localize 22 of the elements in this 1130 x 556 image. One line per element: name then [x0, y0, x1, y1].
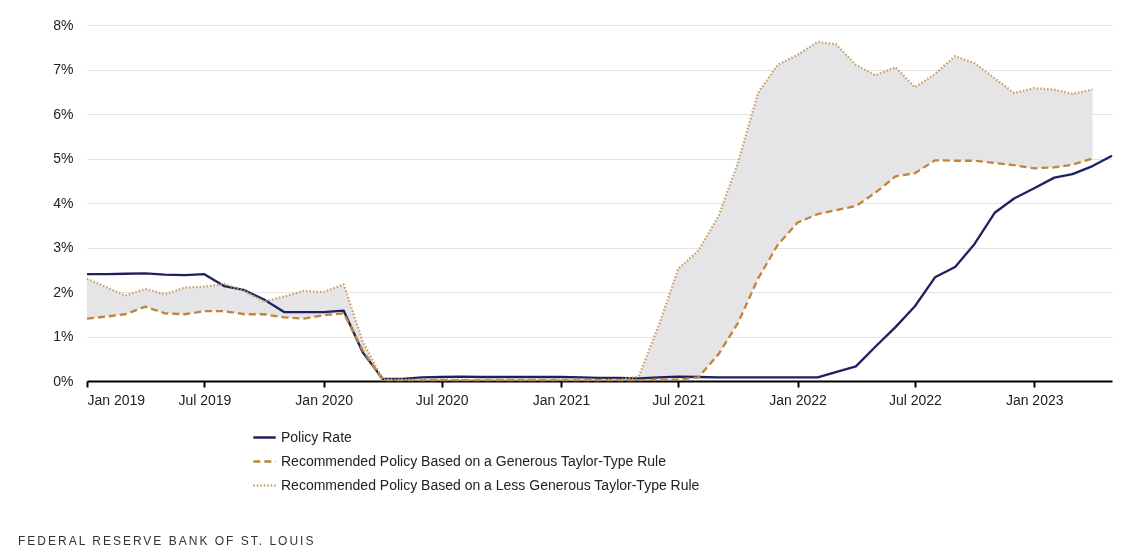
legend-label: Recommended Policy Based on a Less Generous Taylor-Type Rule: [281, 476, 700, 493]
y-tick-label: 3%: [53, 239, 74, 255]
x-tick-label: Jul 2021: [652, 391, 706, 408]
x-tick-label: Jan 2021: [532, 391, 591, 408]
y-tick-label: 2%: [53, 283, 74, 300]
legend-label: Policy Rate: [281, 428, 353, 445]
x-tick-label: Jan 2019: [87, 391, 146, 408]
y-tick-label: 4%: [53, 194, 74, 211]
x-tick-label: Jul 2019: [178, 391, 232, 408]
x-tick-label: Jan 2022: [769, 391, 828, 408]
legend-label: Recommended Policy Based on a Generous Taylor-Type Rule: [281, 452, 667, 469]
y-tick-label: 6%: [53, 105, 74, 122]
y-tick-label: 7%: [53, 61, 74, 77]
x-tick-label: Jan 2020: [295, 391, 354, 408]
x-tick-label: Jul 2020: [415, 391, 469, 408]
y-tick-label: 1%: [53, 328, 74, 344]
text: FEDERAL RESERVE BANK OF ST. LOUIS: [18, 534, 316, 548]
y-tick-label: 5%: [53, 150, 74, 166]
y-tick-label: 8%: [53, 16, 74, 33]
x-tick-label: Jan 2023: [1005, 391, 1064, 408]
x-tick-label: Jul 2022: [888, 391, 943, 408]
y-tick-label: 0%: [53, 372, 74, 389]
